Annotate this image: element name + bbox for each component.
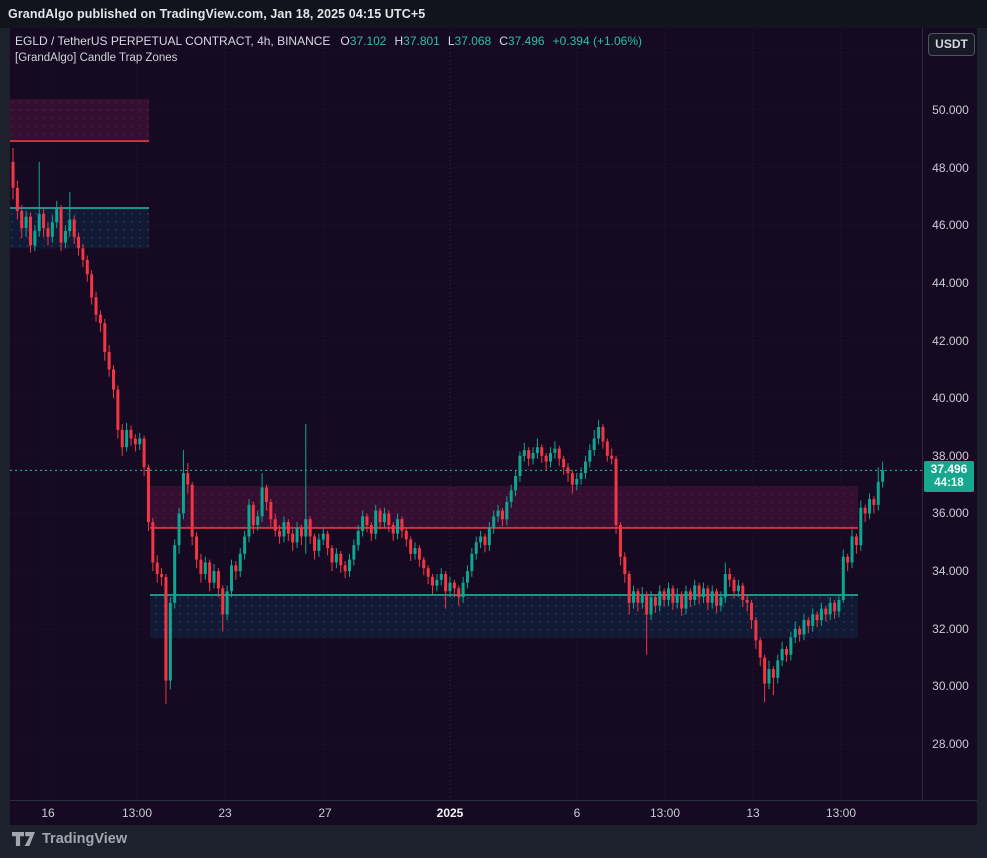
price-axis-label: 42.000 (932, 334, 969, 348)
price-axis-label: 36.000 (932, 506, 969, 520)
current-price-value: 37.496 (930, 462, 968, 476)
tradingview-attribution[interactable]: TradingView (12, 831, 127, 847)
published-text: GrandAlgo published on TradingView.com, … (8, 7, 426, 21)
ohlc-high: H37.801 (394, 34, 440, 48)
symbol-legend[interactable]: EGLD / TetherUS PERPETUAL CONTRACT, 4h, … (15, 34, 642, 48)
time-axis-label: 13:00 (649, 806, 681, 820)
time-axis-label: 13:00 (121, 806, 153, 820)
symbol-title: EGLD / TetherUS PERPETUAL CONTRACT, 4h, … (15, 34, 331, 48)
price-axis[interactable]: 50.000 48.000 46.000 44.000 42.000 40.000 38.0… (922, 28, 977, 800)
price-change: +0.394 (+1.06%) (552, 34, 643, 48)
price-axis-label: 30.000 (932, 679, 969, 693)
price-axis-label: 28.000 (932, 737, 969, 751)
price-axis-label: 40.000 (932, 391, 969, 405)
price-axis-label: 34.000 (932, 564, 969, 578)
price-axis-label: 50.000 (932, 103, 969, 117)
time-axis-label: 16 (41, 806, 55, 820)
time-axis-label: 13:00 (825, 806, 857, 820)
tradingview-brand-text: TradingView (42, 831, 128, 847)
time-axis-label: 27 (318, 806, 332, 820)
chart-plot-area[interactable]: EGLD / TetherUS PERPETUAL CONTRACT, 4h, … (10, 28, 922, 800)
price-axis-label: 46.000 (932, 218, 969, 232)
currency-usdt-button[interactable]: USDT (928, 33, 975, 56)
published-bar: GrandAlgo published on TradingView.com, … (0, 0, 987, 28)
time-axis-label: 2025 (436, 806, 464, 820)
tradingview-logo-icon (12, 832, 35, 846)
bar-countdown: 44:18 (934, 477, 964, 489)
candlestick-chart[interactable] (10, 28, 922, 800)
time-axis-label: 13 (746, 806, 760, 820)
indicator-legend[interactable]: [GrandAlgo] Candle Trap Zones (15, 52, 178, 64)
price-axis-label: 44.000 (932, 276, 969, 290)
current-price-badge: 37.496 44:18 (924, 461, 974, 492)
price-axis-label: 38.000 (932, 449, 969, 463)
time-axis-label: 23 (218, 806, 232, 820)
time-axis-label: 6 (573, 806, 581, 820)
price-axis-label: 48.000 (932, 161, 969, 175)
ohlc-open: O37.102 (340, 34, 387, 48)
ohlc-close: C37.496 (499, 34, 545, 48)
ohlc-low: L37.068 (447, 34, 492, 48)
price-axis-label: 32.000 (932, 622, 969, 636)
time-axis[interactable]: 16 13:00 23 27 2025 6 13:00 13 13:00 (10, 800, 977, 825)
